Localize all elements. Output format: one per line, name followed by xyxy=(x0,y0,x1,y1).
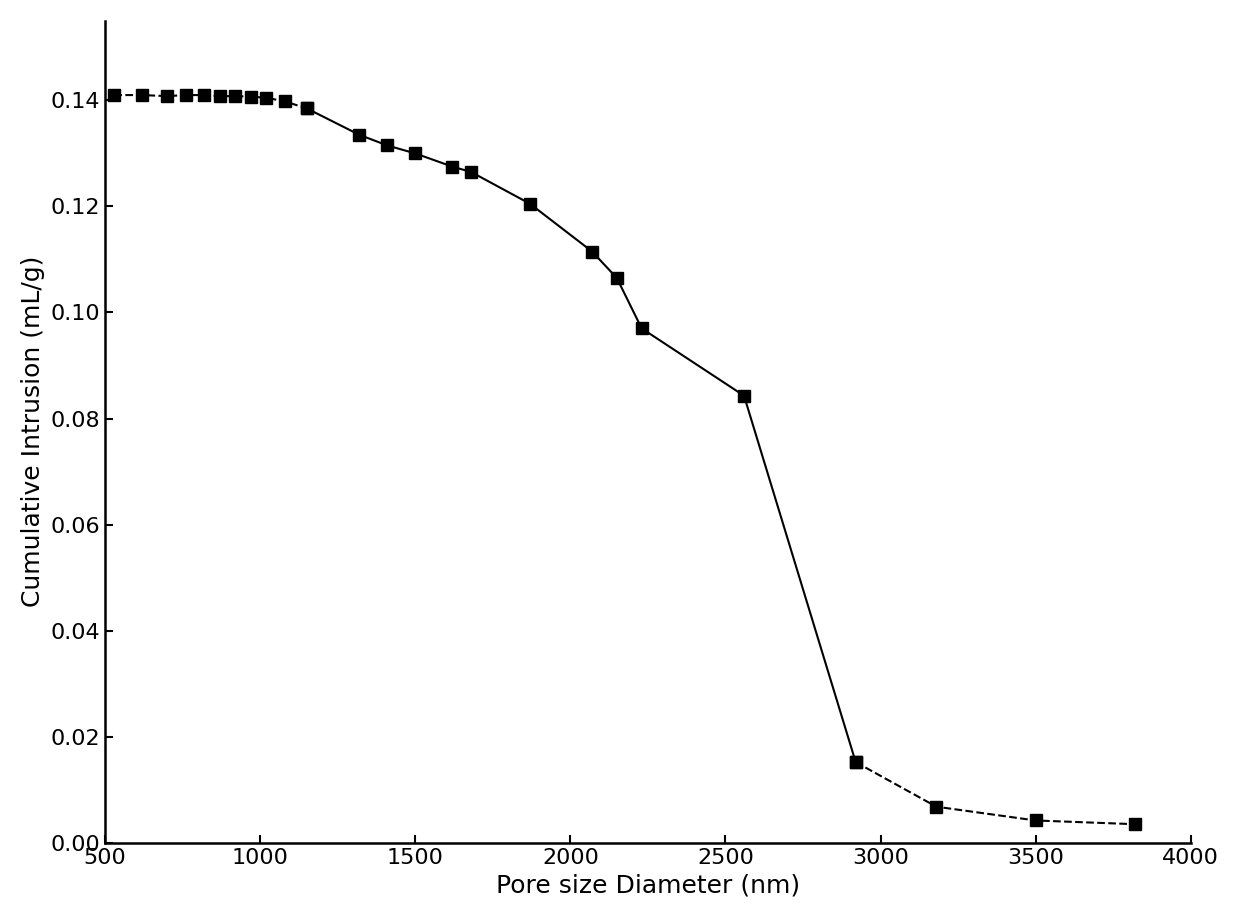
Y-axis label: Cumulative Intrusion (mL/g): Cumulative Intrusion (mL/g) xyxy=(21,256,45,608)
X-axis label: Pore size Diameter (nm): Pore size Diameter (nm) xyxy=(496,873,800,897)
